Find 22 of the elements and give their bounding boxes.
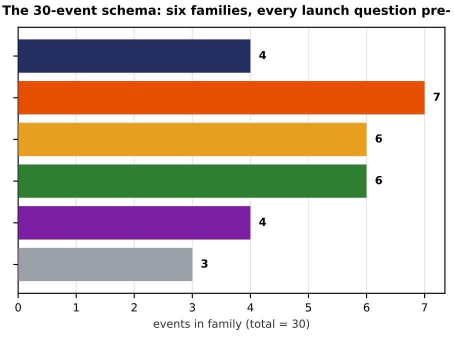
x-tick-label: 4: [247, 303, 254, 312]
bar: [18, 164, 367, 198]
bar: [18, 81, 425, 114]
x-tick-label: 7: [422, 303, 428, 312]
x-tick-label: 5: [306, 303, 312, 312]
data-label: 3: [201, 259, 208, 268]
bar: [18, 39, 250, 73]
data-label: 6: [376, 134, 382, 143]
bar: [18, 248, 192, 282]
x-tick-label: 1: [74, 303, 79, 312]
data-label: 7: [434, 92, 440, 101]
x-tick-label: 2: [132, 303, 137, 312]
bar: [18, 122, 367, 156]
bar: [18, 206, 250, 240]
x-tick-label: 3: [190, 303, 195, 312]
x-tick-label: 6: [364, 303, 370, 312]
data-label: 6: [376, 176, 382, 184]
x-tick-label: 0: [15, 303, 21, 312]
data-label: 4: [259, 218, 266, 226]
data-label: 4: [259, 51, 266, 60]
x-axis-title: events in family (total = 30): [154, 319, 310, 330]
chart-title: The 30-event schema: six families, every launch question pre-: [2, 5, 450, 18]
